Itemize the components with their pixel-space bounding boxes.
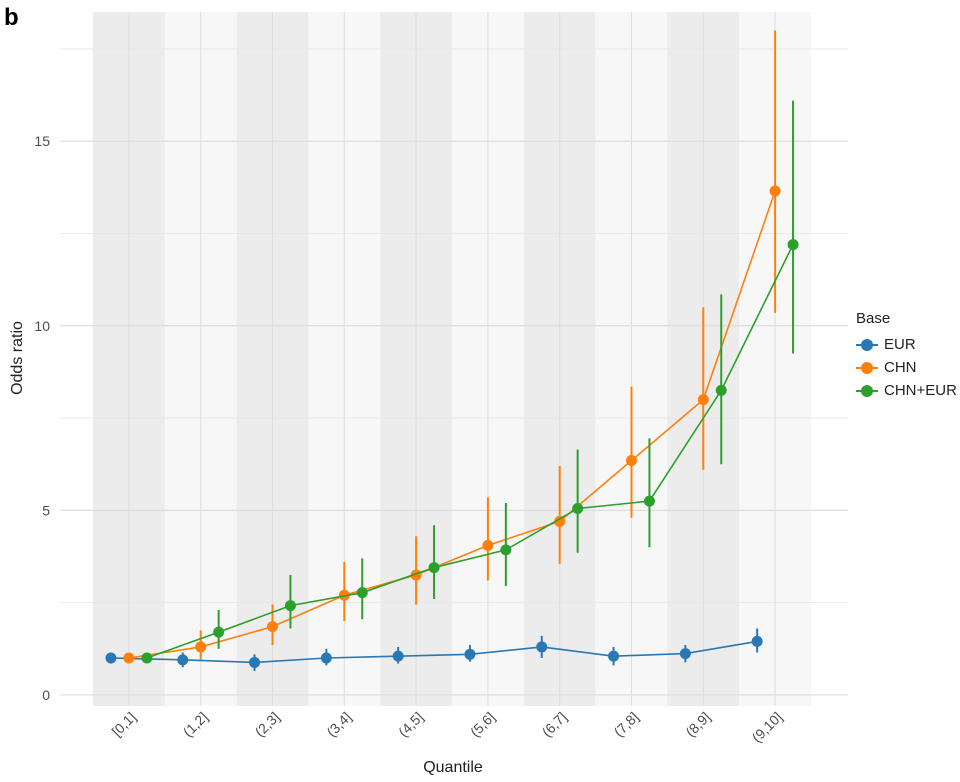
data-point xyxy=(536,641,548,653)
x-tick-label: [0,1] xyxy=(108,709,139,740)
legend-swatch xyxy=(856,337,878,353)
data-point xyxy=(105,652,117,664)
data-point xyxy=(482,539,494,551)
data-point xyxy=(608,650,620,662)
data-point xyxy=(392,650,404,662)
legend-label: EUR xyxy=(884,336,916,353)
y-tick-label: 0 xyxy=(42,687,50,703)
data-point xyxy=(267,621,278,633)
data-point xyxy=(284,600,296,612)
x-tick-label: (2,3] xyxy=(251,709,282,740)
data-point xyxy=(356,587,368,599)
y-axis-title: Odds ratio xyxy=(9,321,26,395)
legend-items: EUR CHN CHN+EUR xyxy=(856,333,957,402)
series-line xyxy=(110,640,758,664)
legend-item: CHN+EUR xyxy=(856,379,957,402)
data-point xyxy=(177,654,189,666)
series-layer xyxy=(105,30,799,671)
data-point xyxy=(697,394,709,406)
y-tick-label: 15 xyxy=(34,133,50,149)
x-tick-label: (1,2] xyxy=(180,709,211,740)
data-point xyxy=(141,652,153,664)
data-point xyxy=(572,503,584,515)
series-line xyxy=(128,190,776,659)
data-point xyxy=(679,648,691,660)
data-point xyxy=(751,635,763,647)
legend-item: EUR xyxy=(856,333,957,356)
quantile-bands xyxy=(60,12,848,706)
series-eur xyxy=(105,628,763,671)
x-tick-label: (8,9] xyxy=(682,709,713,740)
data-point xyxy=(249,656,261,668)
x-tick-label: (7,8] xyxy=(610,709,641,740)
data-point xyxy=(213,626,225,638)
y-tick-label: 5 xyxy=(42,502,50,518)
x-tick-label: (5,6] xyxy=(467,709,498,740)
legend-label: CHN+EUR xyxy=(884,382,957,399)
data-point xyxy=(626,455,637,467)
series-chn xyxy=(123,30,781,664)
series-line xyxy=(146,244,794,659)
legend: Base EUR CHN CHN+EUR xyxy=(856,310,957,402)
data-point xyxy=(320,652,332,664)
legend-label: CHN xyxy=(884,359,917,376)
legend-swatch xyxy=(856,383,878,399)
x-tick-label: (3,4] xyxy=(323,709,354,740)
data-point xyxy=(123,652,135,664)
data-point xyxy=(787,239,799,251)
x-axis-title: Quantile xyxy=(423,759,483,776)
data-point xyxy=(554,515,566,527)
legend-item: CHN xyxy=(856,356,957,379)
data-point xyxy=(195,641,207,653)
series-chn-eur xyxy=(141,100,799,664)
y-axis-ticks: 0 5 10 15 xyxy=(34,133,50,703)
data-point xyxy=(500,544,512,556)
x-tick-label: (4,5] xyxy=(395,709,426,740)
data-point xyxy=(769,185,781,197)
x-tick-label: (6,7] xyxy=(539,709,570,740)
data-point xyxy=(643,495,655,507)
grid-lines xyxy=(60,12,848,706)
data-point xyxy=(464,648,476,660)
legend-title: Base xyxy=(856,310,891,327)
data-point xyxy=(715,384,727,396)
y-tick-label: 10 xyxy=(34,318,50,334)
legend-swatch xyxy=(856,360,878,376)
x-axis-ticks: [0,1] (1,2] (2,3] (3,4] (4,5] (5,6] (6,7] (7,8]… xyxy=(108,709,785,746)
data-point xyxy=(428,562,440,574)
panel-label: b xyxy=(4,4,19,31)
x-tick-label: (9,10] xyxy=(749,709,786,746)
